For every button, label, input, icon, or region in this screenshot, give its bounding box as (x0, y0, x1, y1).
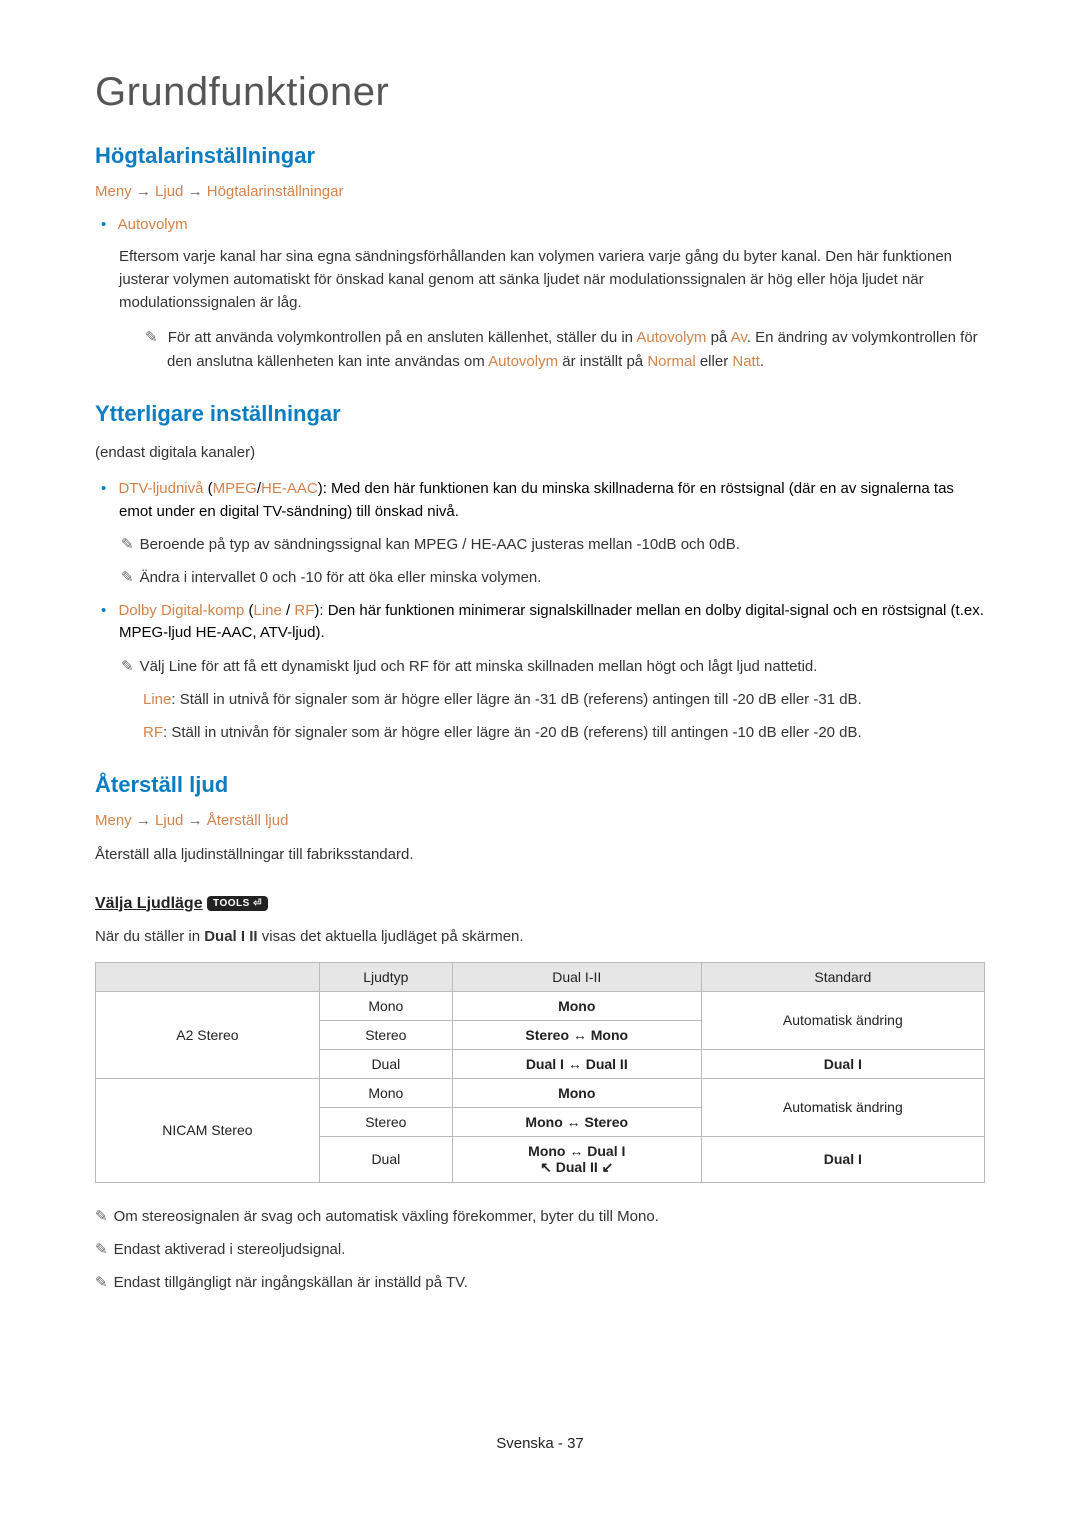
intro-text: När du ställer in Dual I II visas det ak… (95, 925, 985, 948)
tools-badge: TOOLS ⏎ (207, 896, 268, 911)
bc-reset: Återställ ljud (207, 812, 289, 829)
line-desc: Line: Ställ in utnivå för signaler som ä… (143, 688, 985, 711)
cell-nicam: NICAM Stereo (96, 1078, 320, 1182)
section-heading-speaker: Högtalarinställningar (95, 143, 985, 169)
bc-speaker: Högtalarinställningar (207, 183, 344, 200)
note-text: på (706, 329, 730, 346)
hl-rf: RF (294, 602, 314, 619)
breadcrumb: Meny → Ljud → Återställ ljud (95, 812, 985, 829)
cell: Mono ↔ Dual I ↖ Dual II ↙ (452, 1136, 701, 1182)
bullet-dolby: Dolby Digital-komp (Line / RF): Den här … (119, 600, 985, 645)
cell: Mono (452, 991, 701, 1020)
note-item: Endast tillgängligt när ingångskällan är… (117, 1271, 985, 1294)
section-heading-additional: Ytterligare inställningar (95, 401, 985, 427)
arrow-icon: → (136, 183, 155, 200)
arrow-icon: → (188, 812, 207, 829)
th-empty (96, 962, 320, 991)
paren: ): (318, 480, 331, 497)
paren: ( (203, 480, 212, 497)
rf-text: : Ställ in utnivån för signaler som är h… (163, 724, 862, 741)
intro-post: visas det aktuella ljudläget på skärmen. (258, 928, 524, 945)
breadcrumb: Meny → Ljud → Högtalarinställningar (95, 183, 985, 200)
paren: ): (314, 602, 327, 619)
bc-ljud: Ljud (155, 812, 183, 829)
hl-av: Av (731, 329, 747, 346)
cell-auto: Automatisk ändring (701, 1078, 984, 1136)
hl-heaac: HE-AAC (261, 480, 318, 497)
note-text: eller (696, 353, 733, 370)
bc-ljud: Ljud (155, 183, 183, 200)
cell: Mono (452, 1078, 701, 1107)
cell: Dual I ↔ Dual II (452, 1049, 701, 1078)
sound-mode-table: Ljudtyp Dual I-II Standard A2 Stereo Mon… (95, 962, 985, 1183)
arrow-icon: → (188, 183, 207, 200)
bullet-title: Dolby Digital-komp (118, 602, 244, 619)
section-heading-reset: Återställ ljud (95, 772, 985, 798)
rf-desc: RF: Ställ in utnivån för signaler som är… (143, 721, 985, 744)
cell: Dual (319, 1136, 452, 1182)
cell-auto: Automatisk ändring (701, 991, 984, 1049)
note-item: Beroende på typ av sändningssignal kan M… (143, 533, 985, 556)
hl-natt: Natt (732, 353, 760, 370)
digital-only: (endast digitala kanaler) (95, 441, 985, 464)
cell-dual1: Dual I (701, 1049, 984, 1078)
bullet-body: Eftersom varje kanal har sina egna sändn… (119, 245, 985, 315)
reset-body: Återställ alla ljudinställningar till fa… (95, 843, 985, 866)
tools-label: TOOLS (213, 898, 250, 909)
cell-dual1: Dual I (701, 1136, 984, 1182)
bullet-dtv: DTV-ljudnivå (MPEG/HE-AAC): Med den här … (119, 478, 985, 523)
th-ljudtyp: Ljudtyp (319, 962, 452, 991)
note-item: För att använda volymkontrollen på en an… (167, 326, 985, 373)
cell: Mono ↔ Stereo (452, 1107, 701, 1136)
hl-rf: RF (143, 724, 163, 741)
subsection-sound-mode: Välja Ljudläge TOOLS ⏎ (95, 895, 985, 913)
note-item: Endast aktiverad i stereoljudsignal. (117, 1238, 985, 1261)
cell: Mono (319, 991, 452, 1020)
intro-dual: Dual I II (204, 928, 257, 945)
cell: Stereo (319, 1107, 452, 1136)
cell: Stereo (319, 1020, 452, 1049)
hl-autovolym: Autovolym (636, 329, 706, 346)
hl-mpeg: MPEG (213, 480, 257, 497)
th-dual: Dual I-II (452, 962, 701, 991)
sub-title-text: Välja Ljudläge (95, 895, 203, 912)
note-item: Om stereosignalen är svag och automatisk… (117, 1205, 985, 1228)
arrow-icon: → (136, 812, 155, 829)
bullet-title: DTV-ljudnivå (118, 480, 203, 497)
note-item: Välj Line för att få ett dynamiskt ljud … (143, 655, 985, 678)
note-item: Ändra i intervallet 0 och -10 för att ök… (143, 566, 985, 589)
bc-meny: Meny (95, 183, 132, 200)
cell: Mono (319, 1078, 452, 1107)
hl-autovolym2: Autovolym (488, 353, 558, 370)
cell: Stereo ↔ Mono (452, 1020, 701, 1049)
bc-meny: Meny (95, 812, 132, 829)
cell-a2stereo: A2 Stereo (96, 991, 320, 1078)
note-text: . (760, 353, 764, 370)
page-footer: Svenska - 37 (95, 1435, 985, 1452)
bullet-autovolym: Autovolym Eftersom varje kanal har sina … (119, 214, 985, 373)
hl-line: Line (143, 691, 171, 708)
page-title: Grundfunktioner (95, 70, 985, 115)
sep: / (282, 602, 295, 619)
line-text: : Ställ in utnivå för signaler som är hö… (171, 691, 861, 708)
cell: Dual (319, 1049, 452, 1078)
intro-pre: När du ställer in (95, 928, 204, 945)
hl-line: Line (253, 602, 281, 619)
bullet-title: Autovolym (118, 216, 188, 233)
note-text: är inställt på (558, 353, 647, 370)
th-standard: Standard (701, 962, 984, 991)
note-text: För att använda volymkontrollen på en an… (168, 329, 637, 346)
hl-normal: Normal (647, 353, 695, 370)
